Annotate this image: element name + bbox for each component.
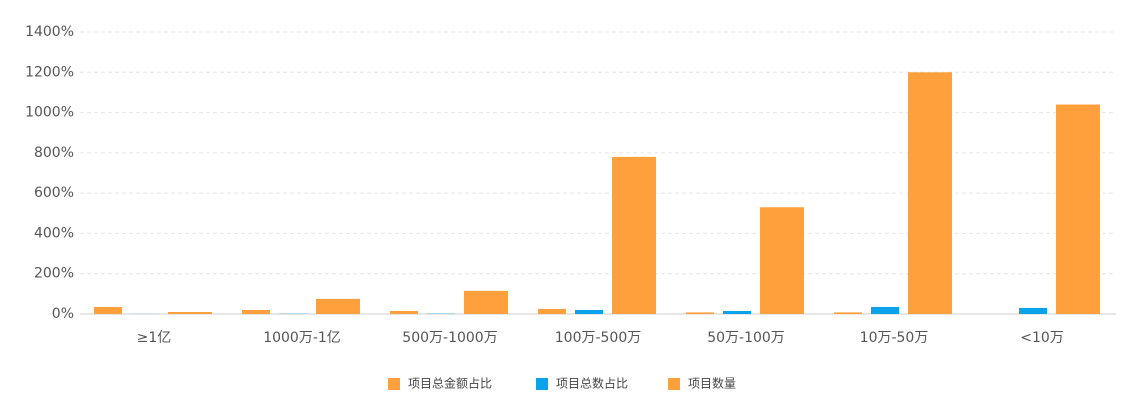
y-tick-label: 400% [34, 225, 74, 241]
bar [1056, 104, 1100, 314]
bar [1019, 307, 1047, 314]
bar [279, 313, 307, 314]
y-tick-label: 1200% [25, 64, 74, 80]
x-tick-label: 1000万-1亿 [263, 330, 341, 346]
bar [316, 298, 360, 314]
bar [242, 309, 270, 314]
bar [834, 312, 862, 314]
bar [612, 156, 656, 314]
bar [464, 290, 508, 314]
legend-swatch [668, 378, 680, 390]
bar [94, 306, 122, 314]
bar [871, 306, 899, 314]
bar [538, 308, 566, 314]
bar [908, 72, 952, 315]
x-tick-label: 100万-500万 [555, 330, 642, 346]
bar [427, 313, 455, 314]
x-tick-label: <10万 [1020, 330, 1064, 346]
y-tick-label: 1000% [25, 105, 74, 121]
bar [760, 207, 804, 314]
bar [575, 309, 603, 314]
y-tick-label: 600% [34, 185, 74, 201]
x-tick-label: ≥1亿 [137, 330, 172, 346]
x-tick-label: 10万-50万 [860, 330, 929, 346]
y-tick-label: 200% [34, 266, 74, 282]
y-tick-label: 0% [52, 306, 74, 322]
legend-label: 项目数量 [688, 376, 736, 391]
legend-swatch [536, 378, 548, 390]
legend-swatch [388, 378, 400, 390]
x-tick-label: 50万-100万 [707, 330, 785, 346]
x-tick-label: 500万-1000万 [402, 330, 497, 346]
y-tick-label: 1400% [25, 24, 74, 40]
legend-label: 项目总金额占比 [408, 376, 492, 391]
bar [723, 310, 751, 314]
bar [686, 312, 714, 314]
bar [390, 310, 418, 314]
bar [168, 311, 212, 314]
y-tick-label: 800% [34, 145, 74, 161]
legend-label: 项目总数占比 [556, 376, 628, 391]
